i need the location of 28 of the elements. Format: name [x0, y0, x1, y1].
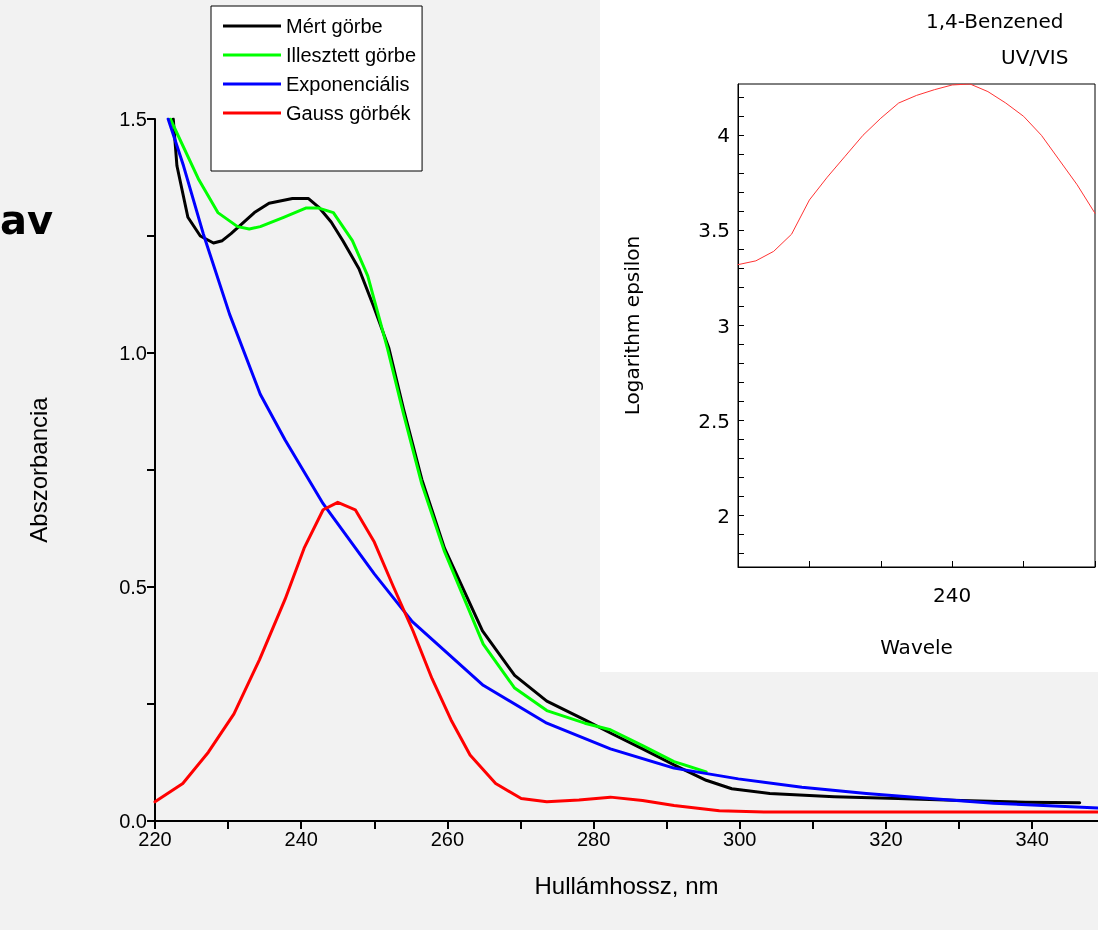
- y-tick-label: 1.5: [119, 108, 147, 130]
- y-axis-title: Logarithm epsilon: [620, 235, 644, 416]
- y-tick-label: 4: [717, 123, 730, 148]
- legend-label: Illesztett görbe: [286, 44, 417, 66]
- x-axis-title: Wavele: [880, 635, 953, 659]
- chart-subtitle: UV/VIS: [1001, 45, 1069, 69]
- y-tick-label: 2: [717, 503, 730, 528]
- x-tick-label: 260: [430, 828, 465, 850]
- y-tick-label: 2.5: [698, 408, 730, 433]
- chart-title: 1,4-Benzened: [926, 9, 1064, 33]
- x-tick-label: 320: [869, 828, 903, 850]
- x-tick-label: 340: [1015, 828, 1049, 850]
- x-tick-label: 280: [576, 828, 611, 850]
- legend-label: Exponenciális: [286, 73, 410, 95]
- y-tick-label: 3: [717, 313, 730, 338]
- text: av: [0, 197, 54, 243]
- legend-label: Mért görbe: [286, 15, 383, 37]
- x-tick-label: 240: [933, 583, 972, 607]
- y-tick-label: 1.0: [119, 342, 147, 364]
- y-axis-title: Abszorbancia: [24, 396, 52, 543]
- x-tick-label: 300: [723, 828, 757, 850]
- legend-label: Gauss görbék: [286, 102, 412, 124]
- x-axis-title: Hullámhossz, nm: [534, 871, 719, 899]
- x-tick-label: 240: [284, 828, 318, 850]
- line-series: [737, 83, 1096, 266]
- y-tick-label: 0.5: [119, 576, 147, 598]
- y-tick-label: 3.5: [698, 218, 730, 243]
- line-series: [153, 500, 1098, 814]
